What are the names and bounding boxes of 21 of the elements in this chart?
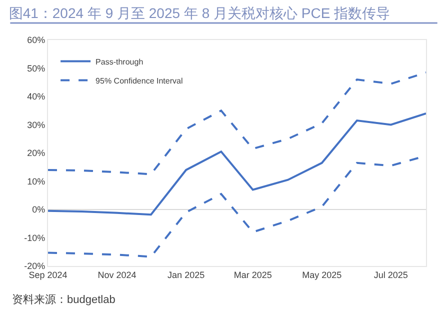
- text: 资料来源：budgetlab: [12, 293, 116, 306]
- legend-label: 95% Confidence Interval: [96, 76, 183, 86]
- y-tick-label: 20%: [27, 148, 46, 158]
- y-tick-label: 10%: [27, 176, 46, 186]
- y-tick-label: -10%: [24, 232, 46, 243]
- x-tick-label: Jul 2025: [374, 270, 408, 280]
- y-tick-label: 40%: [27, 92, 46, 102]
- chart-title: 图41：2024 年 9 月至 2025 年 8 月关税对核心 PCE 指数传导: [8, 5, 390, 21]
- line-series: [48, 112, 426, 216]
- y-tick-label: -20%: [24, 261, 46, 272]
- x-tick-label: Sep 2024: [28, 270, 68, 280]
- x-tick-label: Nov 2024: [98, 270, 136, 280]
- x-tick-label: Mar 2025: [234, 270, 272, 280]
- x-tick-label: Jan 2025: [168, 270, 205, 280]
- line-series: [48, 71, 426, 176]
- y-tick-label: 60%: [27, 35, 46, 46]
- x-tick-label: May 2025: [302, 270, 342, 280]
- y-tick-label: 50%: [27, 63, 46, 74]
- y-tick-label: 0%: [32, 204, 46, 215]
- legend-label: Pass-through: [96, 57, 144, 66]
- y-tick-label: 30%: [27, 120, 46, 130]
